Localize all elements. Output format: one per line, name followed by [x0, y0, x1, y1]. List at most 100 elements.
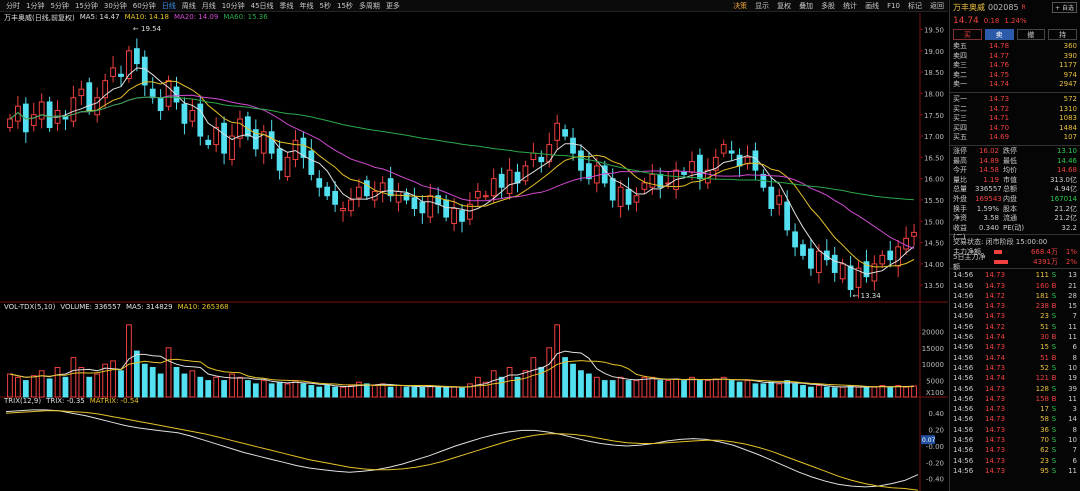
tick-direction: S — [1051, 384, 1057, 393]
bid-row[interactable]: 买二 14.72 1310 — [953, 105, 1077, 115]
ask-price: 14.77 — [989, 51, 1010, 60]
candle — [252, 119, 259, 157]
buy-button[interactable]: 买 — [953, 29, 982, 40]
volume-bar — [514, 376, 521, 398]
candle — [459, 203, 465, 233]
period-tab-6[interactable]: 日线 — [161, 1, 176, 10]
ask-row[interactable]: 卖一 14.74 2947 — [953, 80, 1077, 90]
candle — [609, 168, 616, 208]
kline-chart[interactable]: 19.50 19.00 18.50 18.00 17.50 17.00 16.50 16.00… — [0, 13, 948, 491]
stat-value: 14.58 — [978, 166, 999, 175]
ask-row[interactable]: 卖五 14.78 360 — [953, 42, 1077, 52]
stock-name: 万丰奥威 — [953, 2, 985, 12]
volume-bar — [649, 376, 656, 398]
period-tab-13[interactable]: 5秒 — [319, 1, 332, 10]
bid-row[interactable]: 买四 14.70 1484 — [953, 124, 1077, 134]
toolbar-action-5[interactable]: 统计 — [843, 2, 858, 10]
trade-actions: 买 卖 撤 持 — [950, 28, 1080, 41]
toolbar-action-7[interactable]: F10 — [887, 2, 900, 10]
cancel-order-button[interactable]: 撤 — [1016, 29, 1046, 40]
candle — [903, 226, 909, 255]
tick-time: 14:56 — [953, 363, 974, 372]
period-tab-11[interactable]: 季线 — [279, 1, 294, 10]
stat-label: 今开 — [953, 166, 967, 175]
ask-row[interactable]: 卖二 14.75 974 — [953, 71, 1077, 81]
period-tab-5[interactable]: 60分钟 — [132, 1, 156, 10]
volume-bar — [149, 366, 156, 398]
period-tab-4[interactable]: 30分钟 — [103, 1, 127, 10]
capital-flow: 主力净额 668.4万 1% 5日主力净额 4391万 2% — [950, 247, 1080, 271]
bid-label: 买三 — [953, 114, 967, 123]
volume-bar — [522, 370, 529, 398]
toolbar-action-6[interactable]: 画线 — [865, 2, 880, 10]
flow-amount: 668.4万 — [1030, 248, 1058, 257]
toolbar-action-3[interactable]: 叠加 — [799, 2, 814, 10]
candle — [78, 80, 85, 105]
trix-tick-label: 0.20 — [928, 427, 944, 435]
tick-direction: S — [1051, 466, 1057, 475]
sell-button[interactable]: 卖 — [984, 29, 1014, 40]
tick-volume: 181 — [1035, 291, 1049, 300]
tick-direction: B — [1051, 333, 1057, 342]
candle — [157, 89, 164, 120]
legend-title: 万丰奥威(日线,前复权) — [4, 14, 75, 22]
bid-row[interactable]: 买五 14.69 107 — [953, 133, 1077, 143]
volume-bar — [443, 387, 450, 398]
positions-button[interactable]: 持 — [1048, 29, 1077, 40]
tick-count: 19 — [1068, 374, 1077, 383]
volume-bar — [704, 380, 711, 398]
ask-row[interactable]: 卖四 14.77 390 — [953, 52, 1077, 62]
volume-bar — [903, 386, 909, 398]
candle — [697, 148, 703, 190]
tick-price: 14.73 — [985, 281, 1006, 290]
volume-bar — [728, 380, 735, 398]
price-tick-label: 19.00 — [924, 48, 944, 56]
period-tab-10[interactable]: 45日线 — [250, 1, 274, 10]
period-tab-14[interactable]: 15秒 — [337, 1, 353, 10]
toolbar-action-9[interactable]: 返回 — [930, 2, 944, 10]
period-tab-9[interactable]: 10分钟 — [221, 1, 245, 10]
tick-row: 14:56 14.73 36 S 8 — [950, 425, 1080, 435]
tick-volume: 51 — [1040, 353, 1049, 362]
candle — [363, 175, 370, 200]
toolbar-action-1[interactable]: 显示 — [755, 2, 770, 10]
period-tab-1[interactable]: 1分钟 — [26, 1, 45, 10]
bid-label: 买四 — [953, 123, 967, 132]
main-chart-area[interactable]: 19.50 19.00 18.50 18.00 17.50 17.00 16.50 16.00… — [0, 13, 948, 491]
bid-price: 14.72 — [989, 104, 1010, 113]
tick-row: 14:56 14.73 23 S 6 — [950, 456, 1080, 466]
candle — [617, 180, 624, 218]
add-watchlist-button[interactable]: + 自选 — [1052, 1, 1077, 13]
period-tab-12[interactable]: 年线 — [299, 1, 314, 10]
volume-bar — [348, 385, 354, 398]
tick-list[interactable]: 14:56 14.73 111 S 13 14:56 14.73 160 B 21 14:56 14.… — [950, 270, 1080, 476]
ask-row[interactable]: 卖三 14.76 1177 — [953, 61, 1077, 71]
volume-bar — [94, 373, 101, 398]
period-tab-16[interactable]: 更多 — [385, 1, 400, 10]
tick-count: 7 — [1072, 446, 1077, 455]
period-tab-0[interactable]: 分时 — [6, 1, 20, 10]
period-tab-15[interactable]: 多周期 — [358, 1, 380, 10]
candle — [641, 177, 648, 194]
period-tab-8[interactable]: 月线 — [201, 1, 216, 10]
volume-bar — [403, 386, 410, 398]
trix-current-label: 0.07 — [922, 437, 936, 444]
trix-legend-trix: TRIX: -0.35 — [46, 397, 85, 405]
volume-bar — [189, 370, 196, 398]
bid-row[interactable]: 买三 14.71 1083 — [953, 114, 1077, 124]
toolbar-action-2[interactable]: 复权 — [777, 2, 792, 10]
candle — [189, 98, 196, 128]
toolbar-action-0[interactable]: 决策 — [733, 2, 748, 10]
tick-direction: S — [1051, 322, 1057, 331]
bid-row[interactable]: 买一 14.73 572 — [953, 95, 1077, 105]
period-tab-3[interactable]: 15分钟 — [74, 1, 98, 10]
price-change-pct: 1.24% — [1004, 17, 1027, 25]
period-tab-7[interactable]: 周线 — [181, 1, 196, 10]
toolbar-action-8[interactable]: 标记 — [908, 2, 922, 10]
period-tab-2[interactable]: 5分钟 — [50, 1, 69, 10]
trix-tick-label: -0.20 — [926, 459, 944, 467]
toolbar-action-4[interactable]: 多股 — [821, 2, 836, 10]
tick-volume: 158 — [1035, 394, 1049, 403]
candle — [244, 111, 251, 141]
candle — [720, 139, 727, 158]
